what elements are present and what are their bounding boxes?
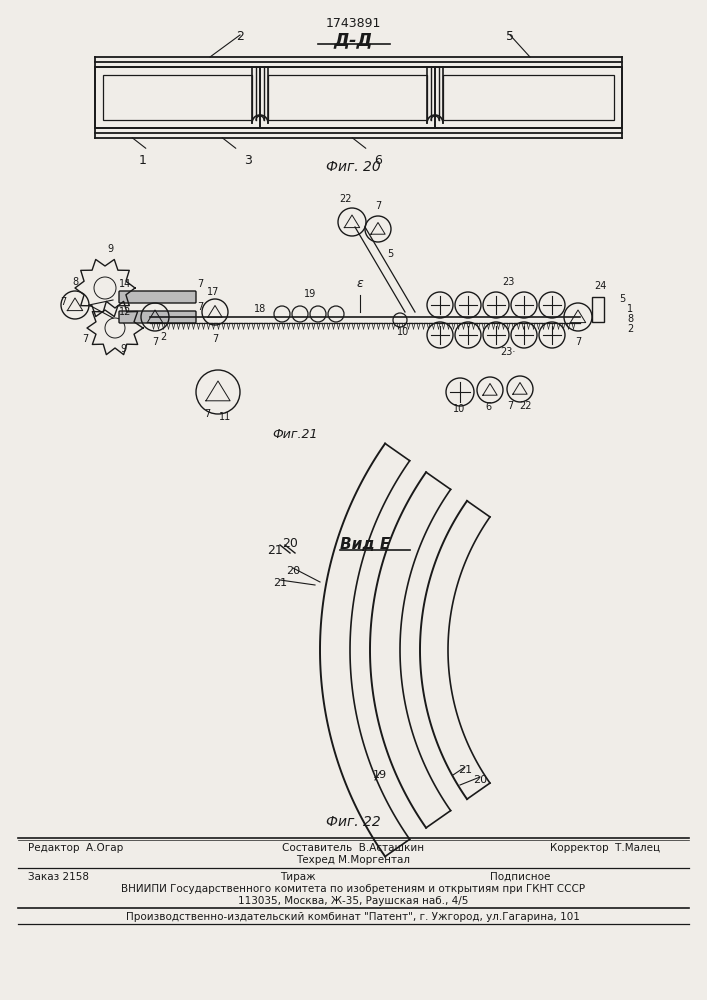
Text: 21: 21 [273, 578, 287, 588]
Text: 2: 2 [627, 324, 633, 334]
Text: Фиг. 20: Фиг. 20 [326, 160, 380, 174]
Text: 113035, Москва, Ж-35, Раушская наб., 4/5: 113035, Москва, Ж-35, Раушская наб., 4/5 [238, 896, 468, 906]
Text: 7: 7 [197, 279, 203, 289]
Bar [103, 75, 252, 120]
Text: 7: 7 [507, 401, 513, 411]
Bar [260, 67, 435, 128]
Text: Вид Е: Вид Е [340, 537, 390, 552]
Bar [592, 297, 604, 322]
Text: 5: 5 [387, 249, 393, 259]
Text: 10: 10 [453, 404, 465, 414]
Text: Заказ 2158: Заказ 2158 [28, 872, 89, 882]
Bar [95, 67, 260, 128]
Text: 7: 7 [152, 337, 158, 347]
Text: 23: 23 [502, 277, 514, 287]
Text: 7: 7 [375, 201, 381, 211]
Text: 14: 14 [119, 279, 131, 289]
Bar [268, 75, 427, 120]
Text: 11: 11 [219, 412, 231, 422]
Text: Корректор  Т.Малец: Корректор Т.Малец [550, 843, 660, 853]
Text: 6: 6 [374, 154, 382, 167]
Text: 19: 19 [373, 770, 387, 780]
Text: Фиг. 22: Фиг. 22 [326, 815, 380, 829]
Text: 5: 5 [619, 294, 625, 304]
Text: 21: 21 [458, 765, 472, 775]
Text: 7: 7 [212, 334, 218, 344]
Text: 19: 19 [304, 289, 316, 299]
Text: 9: 9 [107, 244, 113, 254]
Text: 7: 7 [60, 297, 66, 307]
FancyBboxPatch shape [119, 311, 196, 323]
Text: 22: 22 [519, 401, 531, 411]
Text: 7: 7 [82, 334, 88, 344]
Text: ε: ε [356, 277, 363, 290]
Text: 1743891: 1743891 [325, 17, 380, 30]
Text: 6: 6 [485, 402, 491, 412]
Text: 24: 24 [594, 281, 606, 291]
Text: 2: 2 [160, 332, 166, 342]
Text: Д-Д: Д-Д [333, 31, 373, 49]
Text: 9: 9 [120, 344, 126, 354]
Text: 23·: 23· [501, 347, 515, 357]
Text: Производственно-издательский комбинат "Патент", г. Ужгород, ул.Гагарина, 101: Производственно-издательский комбинат "П… [126, 912, 580, 922]
Text: 12: 12 [119, 307, 132, 317]
Text: 2: 2 [236, 30, 244, 43]
Text: Составитель  В.Асташкин: Составитель В.Асташкин [282, 843, 424, 853]
Text: ВНИИПИ Государственного комитета по изобретениям и открытиям при ГКНТ СССР: ВНИИПИ Государственного комитета по изоб… [121, 884, 585, 894]
Text: 18: 18 [254, 304, 266, 314]
Text: Техред М.Моргентал: Техред М.Моргентал [296, 855, 410, 865]
Text: 8: 8 [627, 314, 633, 324]
Text: Фиг.21: Фиг.21 [272, 428, 317, 441]
Text: 20: 20 [286, 566, 300, 576]
Text: 5: 5 [506, 30, 514, 43]
Text: 8: 8 [72, 277, 78, 287]
Text: 1: 1 [139, 154, 147, 167]
Text: 17: 17 [207, 287, 219, 297]
Text: 21: 21 [267, 544, 283, 557]
Text: Подписное: Подписное [490, 872, 550, 882]
Text: 7: 7 [197, 302, 203, 312]
Bar [435, 67, 622, 128]
Text: 3: 3 [244, 154, 252, 167]
Text: 20: 20 [282, 537, 298, 550]
Text: 7: 7 [204, 409, 210, 419]
Text: 7: 7 [575, 337, 581, 347]
Text: 1: 1 [627, 304, 633, 314]
Text: Тираж: Тираж [280, 872, 315, 882]
Text: 22: 22 [339, 194, 351, 204]
Bar [443, 75, 614, 120]
Text: 10: 10 [397, 327, 409, 337]
Text: 20: 20 [473, 775, 487, 785]
Text: Редактор  А.Огар: Редактор А.Огар [28, 843, 123, 853]
FancyBboxPatch shape [119, 291, 196, 303]
